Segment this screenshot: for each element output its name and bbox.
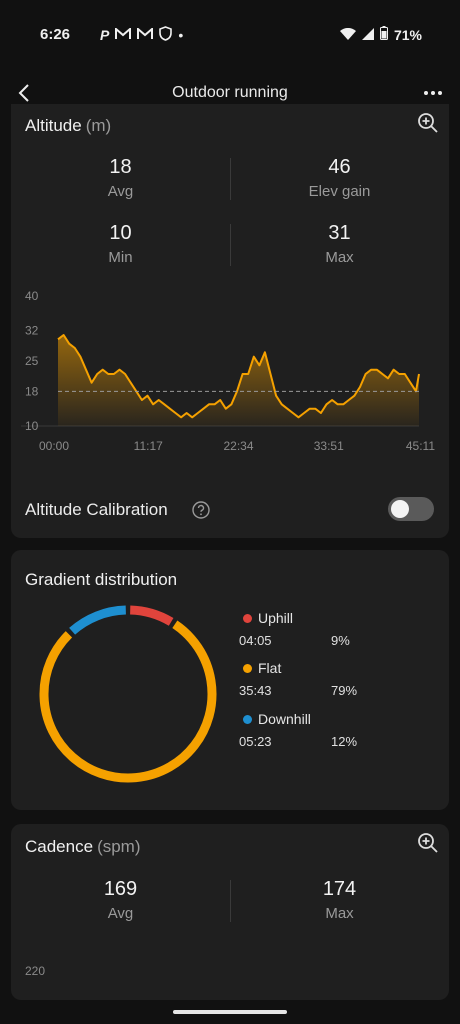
stat-value: 31 — [328, 222, 351, 244]
y-tick-label: 40 — [25, 290, 39, 303]
cadence-max: 174 Max — [230, 878, 449, 922]
shield-icon — [159, 26, 173, 44]
x-tick-label: 22:34 — [223, 439, 253, 453]
altitude-calibration-label: Altitude Calibration — [25, 500, 168, 519]
altitude-area — [58, 335, 419, 426]
stat-value: 18 — [109, 156, 132, 178]
stat-label: Avg — [107, 905, 134, 922]
x-tick-label: 33:51 — [314, 439, 344, 453]
notification-icons: P • — [80, 26, 183, 44]
stat-label: Max — [325, 905, 354, 922]
altitude-calibration-toggle[interactable] — [388, 497, 434, 521]
toggle-knob — [391, 500, 409, 518]
zoom-in-button[interactable] — [417, 832, 439, 854]
x-axis-ticks: 00:00 11:17 22:34 33:51 45:11 — [39, 439, 435, 453]
legend-name: Flat — [258, 660, 282, 676]
stat-label: Avg — [107, 183, 134, 200]
altitude-max: 31 Max — [230, 222, 449, 266]
uphill-dot — [243, 614, 252, 623]
stat-label: Max — [325, 249, 354, 266]
y-tick-label: 18 — [25, 384, 39, 398]
altitude-min: 10 Min — [11, 222, 230, 266]
altitude-title: Altitude (m) — [25, 116, 111, 136]
help-icon — [192, 501, 210, 519]
stat-divider — [230, 158, 231, 200]
home-indicator[interactable] — [173, 1010, 287, 1014]
stat-value: 174 — [322, 878, 357, 900]
cadence-avg: 169 Avg — [11, 878, 230, 922]
donut-segment-flat — [39, 620, 217, 783]
more-options-button[interactable] — [420, 80, 446, 106]
y-tick-label: 32 — [25, 324, 39, 338]
donut-segment-downhill — [69, 605, 127, 635]
status-bar: 6:26 P • 71% — [0, 0, 460, 68]
stat-divider — [230, 880, 231, 922]
wifi-icon — [339, 27, 356, 43]
cadence-title: Cadence (spm) — [25, 837, 141, 857]
legend-time: 05:23 — [239, 734, 272, 749]
altitude-chart: 10 18 25 32 40 00:00 11:17 22:34 33:51 45:11 — [21, 290, 435, 453]
system-icons: 71% — [339, 26, 422, 43]
stat-divider — [230, 224, 231, 266]
legend-percent: 79% — [331, 683, 358, 698]
dot-icon: • — [178, 27, 184, 43]
signal-icon — [361, 27, 374, 43]
battery-icon — [379, 26, 388, 43]
cadence-y-tick: 220 — [25, 964, 46, 978]
chevron-left-icon — [18, 84, 29, 102]
gradient-card: Gradient distribution Uphill 04:05 9% Fl… — [11, 550, 449, 810]
legend-name: Uphill — [258, 610, 294, 626]
page-title: Outdoor running — [172, 84, 288, 101]
gmail-icon — [115, 26, 132, 43]
altitude-card: Altitude (m) 18 Avg 46 Elev gain 10 Min 3… — [11, 104, 449, 538]
gradient-donut-chart — [39, 605, 217, 783]
cadence-unit: (spm) — [97, 837, 141, 856]
flat-dot — [243, 664, 252, 673]
battery-percent: 71% — [393, 26, 422, 43]
gmail-icon — [137, 26, 154, 43]
help-button[interactable] — [191, 500, 211, 520]
back-button[interactable] — [12, 80, 38, 106]
altitude-line — [57, 334, 420, 419]
paypal-icon: P — [100, 27, 110, 43]
altitude-avg: 18 Avg — [11, 156, 230, 200]
stat-value: 169 — [103, 878, 138, 900]
stat-value: 10 — [109, 222, 132, 244]
x-tick-label: 00:00 — [39, 439, 69, 453]
altitude-elev-gain: 46 Elev gain — [230, 156, 449, 200]
stat-label: Elev gain — [308, 183, 371, 200]
cadence-card: Cadence (spm) 169 Avg 174 Max 220 — [11, 824, 449, 1000]
legend-time: 04:05 — [239, 633, 272, 648]
altitude-title-text: Altitude — [25, 116, 82, 135]
y-axis-ticks: 10 18 25 32 40 — [25, 290, 39, 433]
stat-label: Min — [108, 249, 133, 266]
y-tick-label: 10 — [25, 419, 39, 433]
more-horizontal-icon — [424, 91, 442, 95]
legend-percent: 9% — [331, 633, 350, 648]
x-tick-label: 11:17 — [134, 439, 163, 453]
legend-percent: 12% — [331, 734, 358, 749]
altitude-unit: (m) — [85, 116, 112, 135]
zoom-in-icon — [418, 833, 438, 853]
x-tick-label: 45:11 — [406, 439, 435, 453]
y-tick-label: 25 — [25, 354, 39, 368]
stat-value: 46 — [328, 156, 351, 178]
legend-time: 35:43 — [239, 683, 272, 698]
donut-segment-uphill — [129, 605, 174, 626]
zoom-in-icon — [418, 113, 438, 133]
downhill-dot — [243, 715, 252, 724]
zoom-in-button[interactable] — [417, 112, 439, 134]
status-time: 6:26 — [40, 26, 71, 43]
cadence-title-text: Cadence — [25, 837, 94, 856]
gradient-title: Gradient distribution — [25, 570, 178, 589]
legend-name: Downhill — [258, 711, 311, 727]
